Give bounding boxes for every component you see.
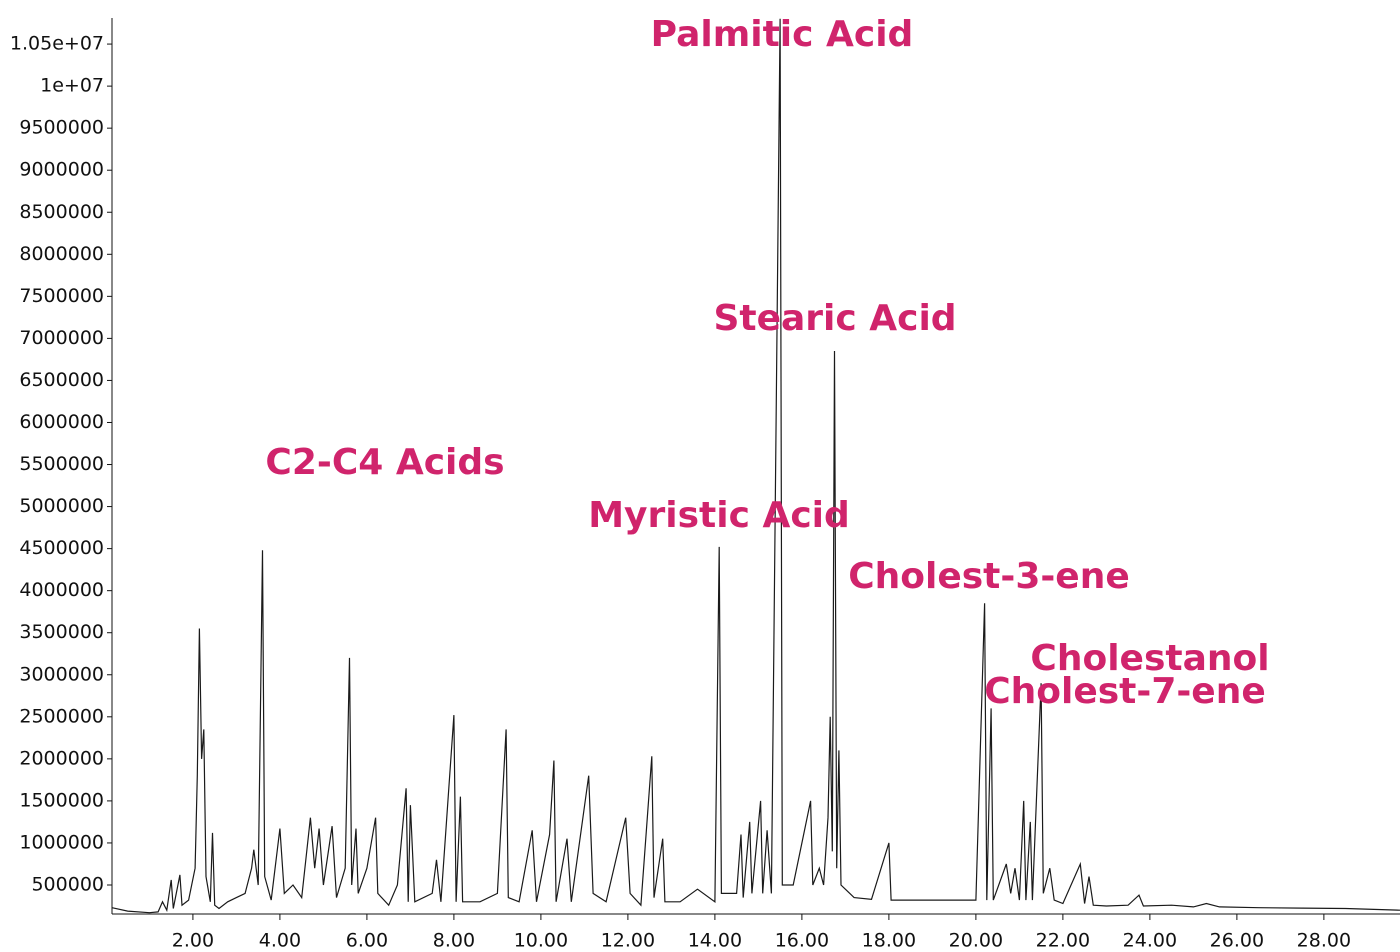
peak-annotation: Palmitic Acid	[651, 14, 914, 55]
x-tick-label: 20.00	[949, 930, 1003, 952]
y-tick-label: 1000000	[19, 831, 104, 853]
y-tick-label: 1.05e+07	[10, 33, 104, 55]
x-tick-label: 22.00	[1036, 930, 1090, 952]
y-tick-label: 4500000	[19, 537, 104, 559]
y-tick-label: 2500000	[19, 705, 104, 727]
peak-annotation: C2-C4 Acids	[265, 442, 504, 483]
x-tick-label: 16.00	[775, 930, 829, 952]
x-tick-label: 10.00	[514, 930, 568, 952]
x-tick-label: 26.00	[1210, 930, 1264, 952]
chromatogram-line	[111, 18, 1400, 914]
y-tick-label: 5000000	[19, 495, 104, 517]
y-tick-label: 6000000	[19, 411, 104, 433]
y-tick-label: 3000000	[19, 663, 104, 685]
y-tick-label: 5500000	[19, 453, 104, 475]
x-tick-label: 24.00	[1123, 930, 1177, 952]
x-tick-label: 28.00	[1297, 930, 1351, 952]
x-tick-label: 12.00	[601, 930, 655, 952]
x-tick-label: 14.00	[688, 930, 742, 952]
y-tick-label: 3500000	[19, 621, 104, 643]
y-tick-label: 8500000	[19, 201, 104, 223]
x-tick-label: 18.00	[862, 930, 916, 952]
y-tick-label: 9500000	[19, 117, 104, 139]
x-tick-label: 2.00	[172, 930, 214, 952]
x-tick-label: 6.00	[346, 930, 388, 952]
peak-annotation: Cholestanol	[1030, 638, 1269, 679]
y-tick-label: 2000000	[19, 747, 104, 769]
x-tick-label: 4.00	[259, 930, 301, 952]
y-tick-label: 9000000	[19, 159, 104, 181]
y-tick-label: 1e+07	[40, 75, 104, 97]
y-tick-label: 500000	[31, 873, 104, 895]
peak-annotation: Stearic Acid	[713, 298, 956, 339]
y-tick-label: 7000000	[19, 327, 104, 349]
y-tick-label: 7500000	[19, 285, 104, 307]
peak-annotation: Myristic Acid	[588, 495, 850, 536]
peak-annotation: Cholest-7-ene	[984, 671, 1266, 712]
y-tick-label: 8000000	[19, 243, 104, 265]
y-tick-label: 1500000	[19, 789, 104, 811]
peak-annotation: Cholest-3-ene	[848, 556, 1130, 597]
x-tick-label: 8.00	[433, 930, 475, 952]
y-tick-label: 4000000	[19, 579, 104, 601]
y-tick-label: 6500000	[19, 369, 104, 391]
